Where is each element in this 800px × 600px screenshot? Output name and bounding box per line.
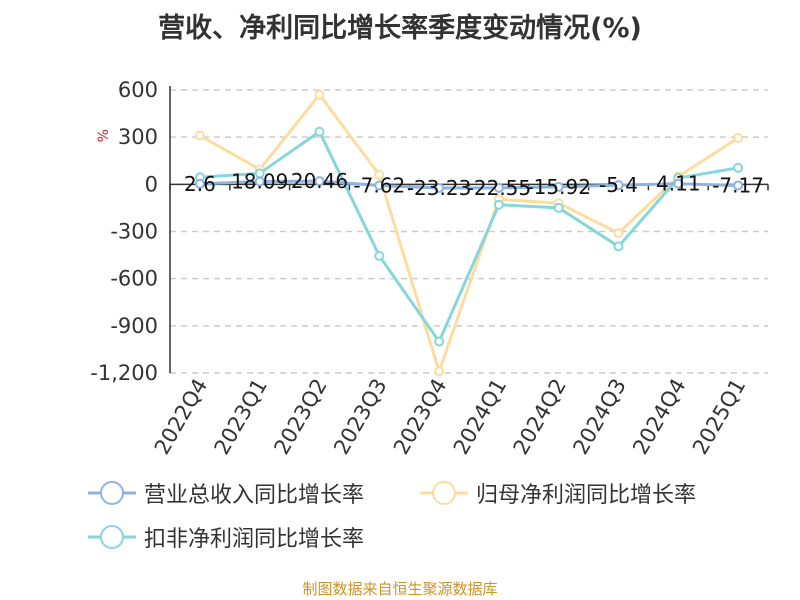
series-0: [194, 176, 744, 193]
data-labels: 2.6 18.09 20.46 -7.62 -23.23-22.55-15.92 -5.4…: [184, 169, 764, 200]
legend-item-deducted-profit[interactable]: 扣非净利润同比增长率: [88, 520, 364, 554]
series-1: [194, 89, 744, 377]
data-point: [434, 182, 445, 193]
data-point: [733, 132, 744, 143]
y-tick-label: 600: [118, 78, 158, 102]
series-line: [199, 179, 739, 190]
data-point: [314, 176, 325, 187]
data-point: [553, 202, 564, 213]
x-tick-label: 2023Q1: [210, 375, 272, 459]
y-tick-label: -900: [110, 314, 158, 338]
legend-label: 营业总收入同比增长率: [144, 483, 365, 508]
legend-label: 归母净利润同比增长率: [476, 483, 697, 508]
x-tick-label: 2025Q1: [688, 375, 750, 459]
y-tick-label: -1,200: [90, 361, 158, 385]
data-point: [613, 180, 624, 191]
x-tick-label: 2024Q4: [628, 375, 690, 459]
data-point: [374, 169, 385, 180]
data-label: 18.09: [231, 169, 288, 193]
series-line: [199, 93, 739, 373]
data-label: 2.6: [184, 172, 216, 196]
series-line: [199, 130, 739, 344]
axes: 6003000-300-600-900-1,200%2022Q42023Q120…: [90, 78, 769, 459]
data-point: [314, 126, 325, 137]
data-point: [553, 181, 564, 192]
data-point: [434, 336, 445, 347]
y-axis-unit-label: %: [96, 129, 112, 142]
data-label: 4.11: [656, 172, 701, 196]
data-label: -22.55: [467, 176, 531, 200]
data-point: [194, 178, 205, 189]
data-point: [733, 180, 744, 191]
data-point: [254, 176, 265, 187]
data-point: [374, 250, 385, 261]
series-lines: [194, 89, 744, 377]
x-tick-label: 2023Q2: [269, 375, 331, 459]
data-label: -15.92: [526, 175, 590, 199]
data-point: [194, 130, 205, 141]
source-note: 制图数据来自恒生聚源数据库: [302, 580, 498, 598]
legend-item-revenue[interactable]: 营业总收入同比增长率: [88, 476, 364, 510]
legend-item-net-profit[interactable]: 归母净利润同比增长率: [420, 476, 696, 510]
data-point: [613, 228, 624, 239]
y-tick-label: 300: [118, 125, 158, 149]
x-tick-label: 2024Q1: [449, 375, 511, 459]
data-point: [613, 241, 624, 252]
grid-lines: [170, 89, 768, 374]
y-tick-label: -300: [110, 220, 158, 244]
legend-marker-icon: [88, 525, 136, 549]
data-label: -23.23: [407, 176, 471, 200]
data-label: -7.17: [712, 173, 764, 197]
x-tick-label: 2024Q2: [509, 375, 571, 459]
data-label: 20.46: [291, 169, 348, 193]
data-point: [673, 178, 684, 189]
data-label: -7.62: [353, 174, 405, 198]
x-tick-label: 2022Q4: [150, 375, 212, 459]
x-tick-label: 2023Q4: [389, 374, 451, 458]
legend-marker-icon: [88, 481, 136, 505]
x-tick-label: 2023Q3: [329, 375, 391, 459]
x-tick-label: 2024Q3: [568, 375, 630, 459]
data-label: -5.4: [599, 173, 638, 197]
data-point: [374, 180, 385, 191]
series-2: [194, 126, 744, 347]
data-point: [314, 89, 325, 100]
data-point: [434, 366, 445, 377]
legend-label: 扣非净利润同比增长率: [144, 527, 365, 552]
chart-title: 营收、净利同比增长率季度变动情况(%): [158, 13, 642, 44]
y-tick-label: 0: [145, 172, 158, 196]
data-point: [493, 182, 504, 193]
data-point: [733, 162, 744, 173]
legend-marker-icon: [420, 481, 468, 505]
data-point: [493, 199, 504, 210]
y-tick-label: -600: [110, 267, 158, 291]
